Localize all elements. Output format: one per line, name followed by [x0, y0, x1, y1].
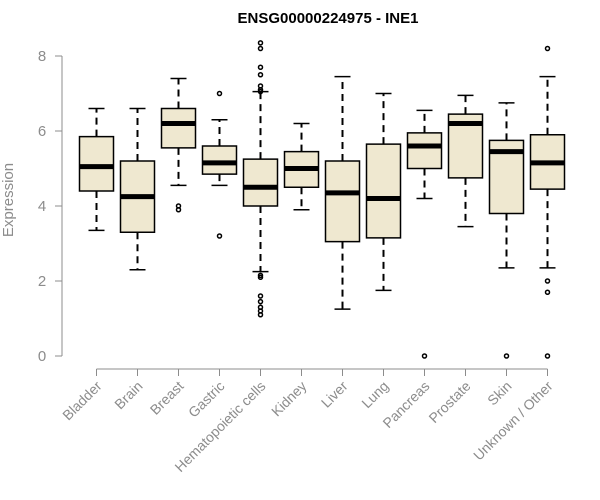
box-iqr — [242, 158, 279, 207]
box-group — [529, 45, 566, 359]
box-group — [283, 122, 320, 211]
y-tick-label: 8 — [38, 48, 46, 65]
outlier-point — [544, 289, 551, 295]
outlier-point — [544, 278, 551, 284]
outlier-point — [257, 293, 264, 299]
box-group — [447, 94, 484, 228]
outlier-point — [257, 274, 264, 280]
box-group — [242, 40, 279, 318]
outlier-point — [257, 72, 264, 78]
y-tick-label: 0 — [38, 348, 46, 365]
x-tick-label: Lung — [358, 378, 391, 411]
box-group — [365, 92, 402, 292]
box-group — [119, 107, 156, 271]
box-series — [78, 40, 566, 359]
box-iqr — [78, 135, 115, 192]
y-tick-label: 2 — [38, 273, 46, 290]
outlier-point — [503, 353, 510, 359]
x-tick-label: Prostate — [425, 378, 473, 426]
y-tick-label: 4 — [38, 198, 46, 215]
x-tick-label: Kidney — [268, 378, 310, 420]
box-group — [488, 102, 525, 359]
outlier-point — [544, 353, 551, 359]
box-group — [78, 107, 115, 232]
outlier-point — [421, 353, 428, 359]
y-axis-label: Expression — [0, 163, 17, 237]
outlier-point — [216, 233, 223, 239]
outlier-point — [257, 40, 264, 46]
outlier-point — [544, 45, 551, 52]
box-group — [201, 90, 238, 239]
outlier-point — [175, 207, 182, 213]
x-tick-label: Skin — [484, 378, 515, 409]
outlier-point — [257, 298, 264, 305]
outlier-point — [257, 45, 264, 52]
box-iqr — [365, 143, 402, 239]
chart-title: ENSG00000224975 - INE1 — [238, 10, 419, 27]
box-iqr — [406, 132, 443, 170]
x-tick-label: Bladder — [59, 378, 105, 424]
outlier-point — [257, 64, 264, 70]
box-iqr — [201, 145, 238, 175]
y-tick-label: 6 — [38, 123, 46, 140]
outlier-point — [216, 90, 223, 97]
box-group — [324, 75, 361, 310]
x-tick-label: Liver — [318, 378, 351, 411]
outlier-point — [257, 312, 264, 318]
x-tick-label: Breast — [147, 378, 187, 418]
box-iqr — [324, 160, 361, 243]
box-iqr — [160, 107, 197, 149]
box-group — [406, 109, 443, 359]
outlier-point — [257, 88, 264, 95]
box-group — [160, 77, 197, 213]
x-tick-label: Brain — [111, 378, 145, 412]
y-axis: 0 2 4 6 8 — [38, 48, 63, 365]
